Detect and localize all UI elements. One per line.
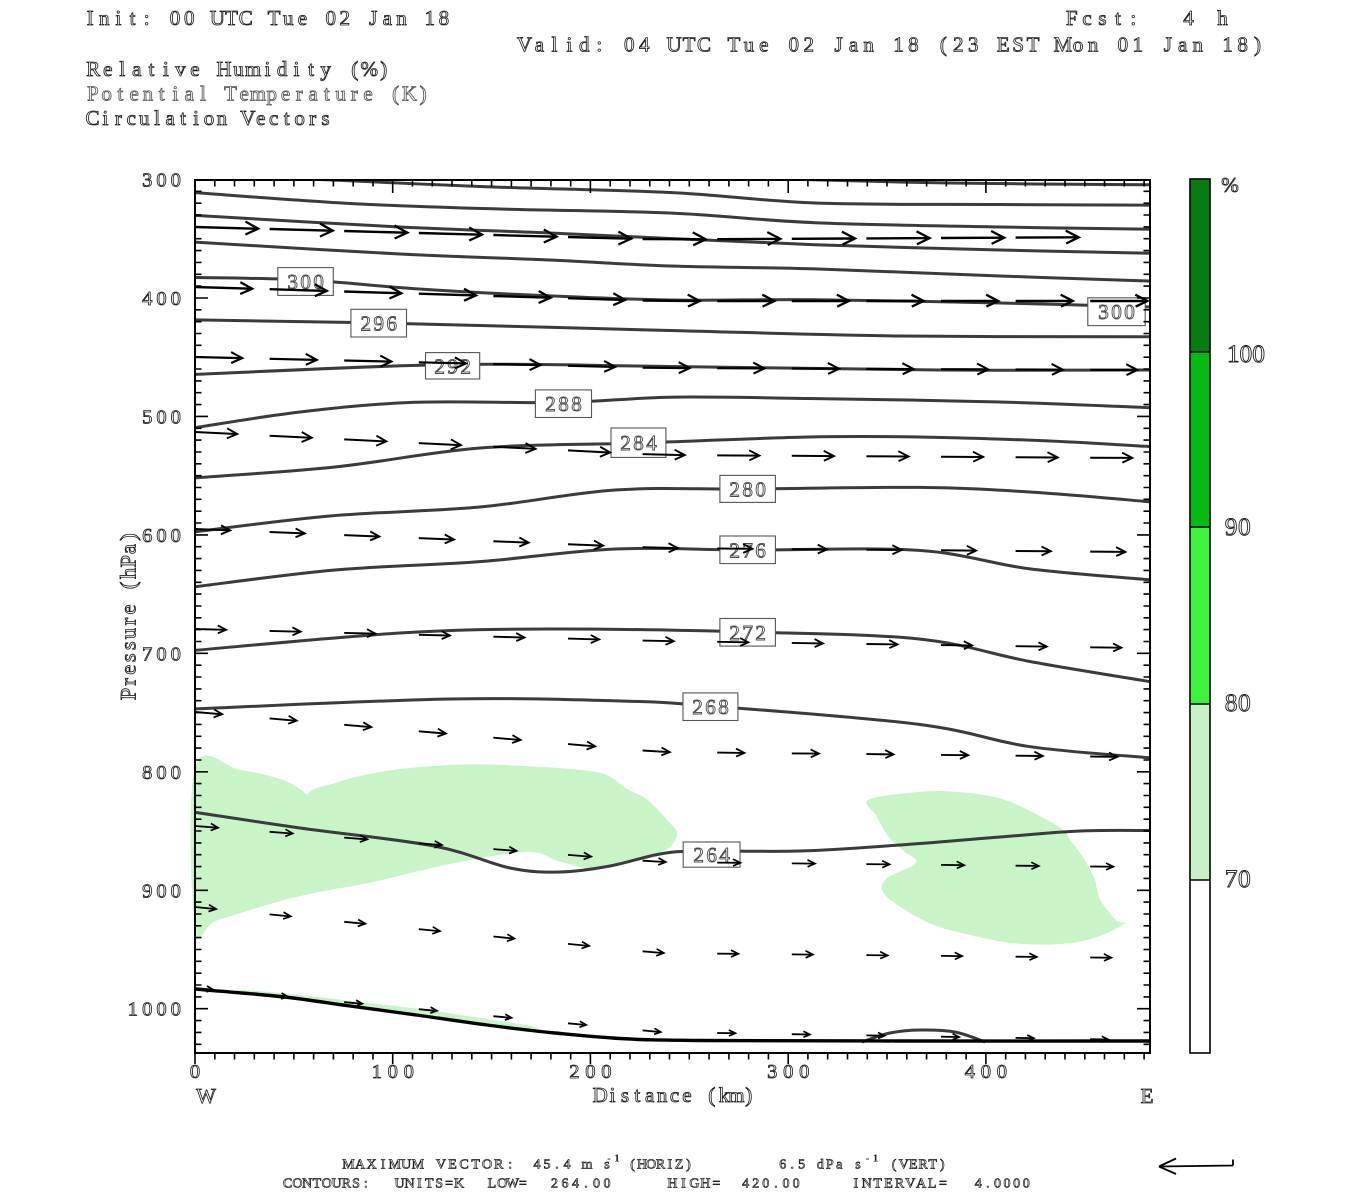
svg-text:400: 400 [965,1061,1007,1083]
svg-text:HIGH=: HIGH= [667,1177,720,1192]
svg-text:INTERVAL=: INTERVAL= [853,1177,947,1192]
svg-text:UNITS=K: UNITS=K [395,1177,465,1192]
svg-text:(VERT): (VERT) [892,1158,945,1173]
svg-text:MAXIMUM VECTOR:: MAXIMUM VECTOR: [342,1158,512,1173]
svg-text:800: 800 [142,762,181,784]
svg-text:Relative Humidity (%): Relative Humidity (%) [86,57,387,81]
svg-text:900: 900 [142,880,181,902]
svg-text:4 h: 4 h [1183,6,1228,30]
svg-text:(HORIZ): (HORIZ) [630,1158,691,1173]
svg-text:90: 90 [1225,512,1251,541]
svg-text:6.5 dPa s: 6.5 dPa s [779,1158,860,1173]
svg-text:300: 300 [142,170,181,192]
svg-text:80: 80 [1225,688,1251,717]
svg-text:284: 284 [620,431,657,455]
svg-text:300: 300 [767,1061,809,1083]
svg-text:292: 292 [434,354,471,378]
svg-text:600: 600 [142,525,181,547]
svg-text:CONTOURS:: CONTOURS: [283,1177,368,1192]
svg-text:%: % [1221,173,1239,197]
svg-text:100: 100 [1227,339,1265,368]
svg-text:296: 296 [360,312,397,336]
svg-text:700: 700 [142,643,181,665]
svg-text:0: 0 [190,1061,200,1083]
svg-text:200: 200 [569,1061,611,1083]
svg-text:280: 280 [729,477,766,501]
svg-text:500: 500 [142,406,181,428]
svg-text:-1: -1 [866,1153,879,1165]
svg-text:268: 268 [692,695,729,719]
svg-text:Circulation Vectors: Circulation Vectors [85,106,329,130]
svg-text:Potential Temperature (K): Potential Temperature (K) [87,82,427,106]
svg-text:300: 300 [1098,300,1135,324]
svg-text:Init: 00 UTC Tue 02 Jan 18: Init: 00 UTC Tue 02 Jan 18 [87,6,450,30]
svg-text:100: 100 [372,1061,414,1083]
svg-text:400: 400 [142,288,181,310]
svg-text:W: W [196,1084,216,1108]
svg-text:LOW=: LOW= [488,1177,527,1192]
svg-text:70: 70 [1225,864,1251,893]
svg-text:288: 288 [545,392,582,416]
svg-text:E: E [1141,1084,1154,1108]
svg-text:-1: -1 [607,1153,620,1165]
